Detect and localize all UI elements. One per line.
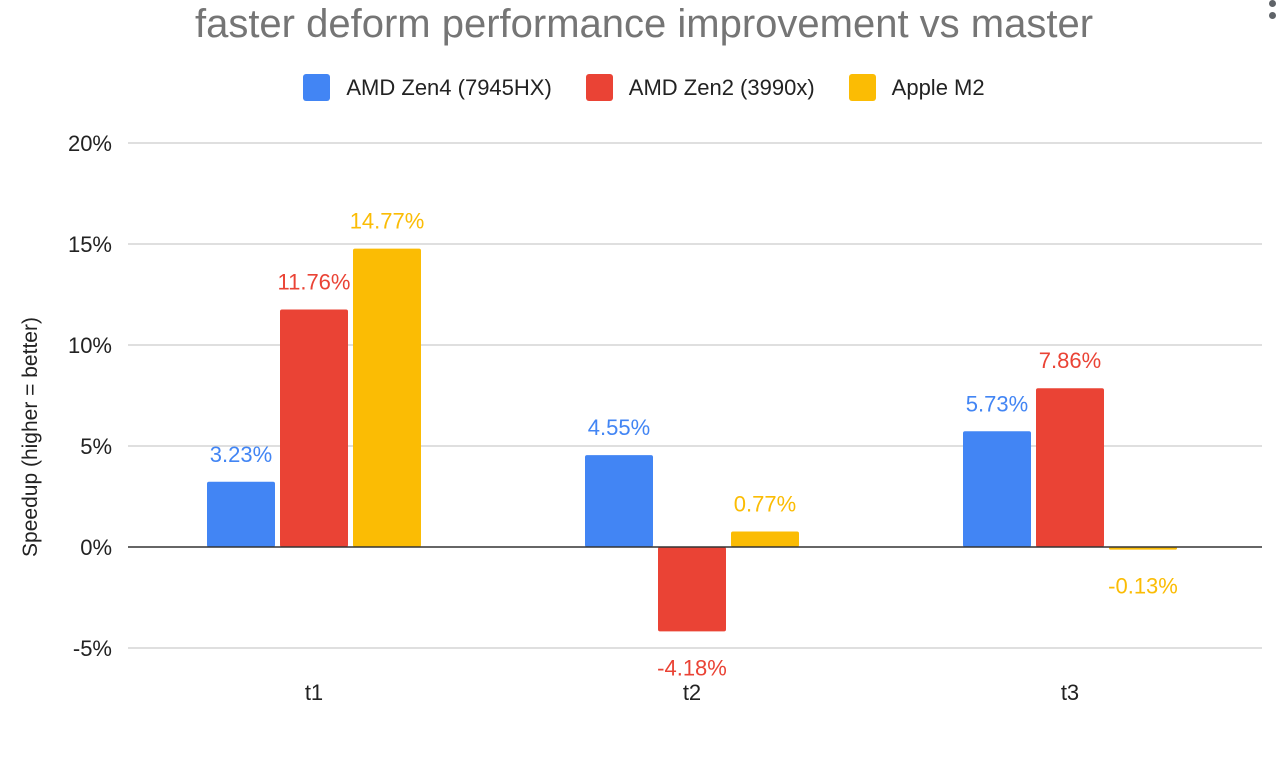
legend-swatch-zen4 xyxy=(303,74,331,101)
y-tick-label: 20% xyxy=(68,131,112,156)
data-label: 3.23% xyxy=(210,442,272,467)
data-label: 14.77% xyxy=(350,209,425,234)
legend-item-zen2[interactable]: AMD Zen2 (3990x) xyxy=(585,74,815,101)
legend-item-zen4[interactable]: AMD Zen4 (7945HX) xyxy=(303,74,552,101)
more-vertical-icon[interactable] xyxy=(1266,0,1278,22)
bar xyxy=(658,547,726,632)
bar xyxy=(1036,388,1104,547)
chart-title: faster deform performance improvement vs… xyxy=(194,2,1094,46)
legend-item-m2[interactable]: Apple M2 xyxy=(848,74,985,101)
data-label: -0.13% xyxy=(1108,574,1178,599)
x-tick-label: t3 xyxy=(1061,680,1079,705)
bar xyxy=(963,431,1031,547)
bar xyxy=(353,248,421,547)
data-label: 0.77% xyxy=(734,491,796,516)
legend-label-zen4: AMD Zen4 (7945HX) xyxy=(346,74,552,100)
bar xyxy=(280,309,348,547)
y-tick-label: 5% xyxy=(80,434,112,459)
data-label: 11.76% xyxy=(278,269,351,294)
bar xyxy=(207,481,275,547)
y-tick-label: 15% xyxy=(68,232,112,257)
legend-label-m2: Apple M2 xyxy=(891,74,985,100)
y-tick-label: 10% xyxy=(68,333,112,358)
legend-label-zen2: AMD Zen2 (3990x) xyxy=(628,74,815,100)
legend-swatch-zen2 xyxy=(585,74,613,101)
y-tick-label: -5% xyxy=(73,636,112,661)
x-tick-label: t1 xyxy=(305,680,323,705)
x-tick-label: t2 xyxy=(683,680,701,705)
data-label: -4.18% xyxy=(657,655,727,680)
legend-swatch-m2 xyxy=(848,74,876,101)
y-tick-label: 0% xyxy=(80,535,112,560)
bar xyxy=(731,531,799,547)
data-label: 5.73% xyxy=(966,391,1028,416)
legend: AMD Zen4 (7945HX) AMD Zen2 (3990x) Apple… xyxy=(0,74,1288,101)
data-label: 4.55% xyxy=(588,415,650,440)
data-label: 7.86% xyxy=(1039,348,1101,373)
bar xyxy=(585,455,653,547)
